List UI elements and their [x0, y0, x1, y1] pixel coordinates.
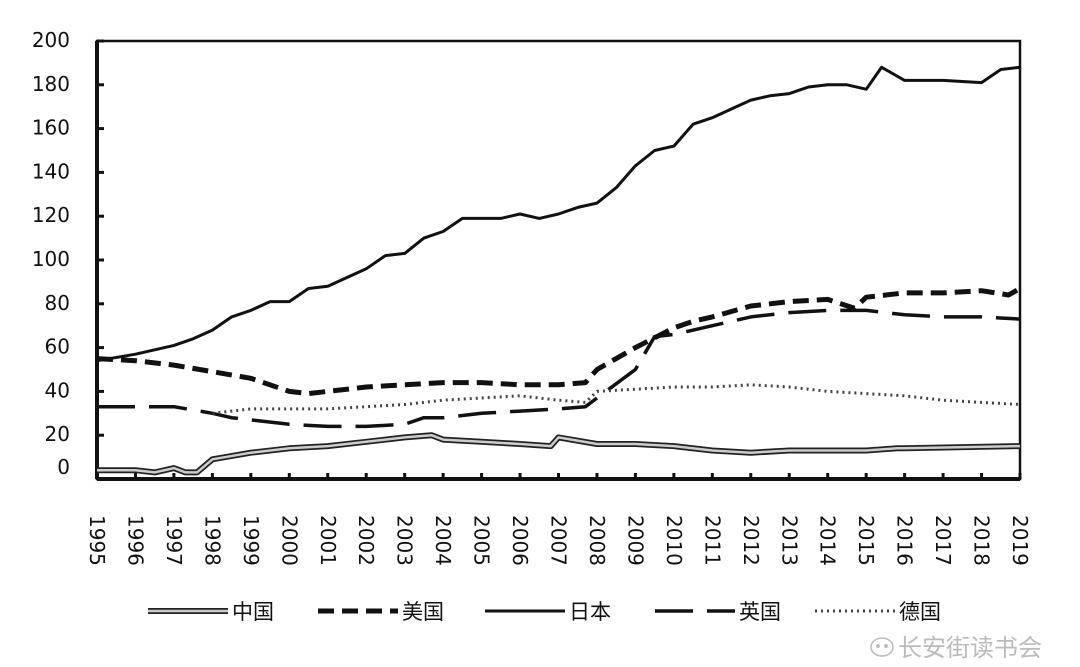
legend-label: 英国 — [739, 600, 781, 624]
x-tick-label: 2014 — [816, 515, 840, 566]
y-tick-label: 120 — [32, 203, 70, 227]
series-line-short-dash — [96, 286, 1022, 397]
x-tick-label: 2012 — [739, 515, 763, 566]
x-tick-label: 2011 — [700, 515, 724, 566]
plot-frame — [95, 39, 1022, 481]
x-tick-label: 2003 — [393, 515, 417, 566]
y-tick-label: 0 — [57, 455, 70, 479]
x-tick-label: 2019 — [1008, 515, 1032, 566]
x-tick-label: 2004 — [431, 515, 455, 566]
x-tick-label: 2002 — [354, 515, 378, 566]
x-tick-label: 2013 — [777, 515, 801, 566]
x-tick-label: 2006 — [508, 515, 532, 566]
y-tick-label: 200 — [32, 28, 70, 52]
x-tick-label: 2007 — [547, 515, 571, 566]
x-tick-label: 2000 — [277, 515, 301, 566]
x-tick-label: 1998 — [200, 515, 224, 566]
x-tick-label: 2015 — [854, 515, 878, 566]
y-tick-label: 20 — [45, 422, 70, 446]
x-tick-label: 2001 — [316, 515, 340, 566]
y-tick-label: 160 — [32, 116, 70, 140]
x-tick-label: 1996 — [123, 515, 147, 566]
y-tick-label: 40 — [45, 378, 70, 402]
y-tick-label: 80 — [45, 291, 70, 315]
series-line-long-dash — [97, 308, 1021, 429]
x-tick-label: 2016 — [893, 515, 917, 566]
x-tick-label: 2017 — [931, 515, 955, 566]
x-tick-label: 2005 — [470, 515, 494, 566]
x-tick-label: 1997 — [162, 515, 186, 566]
watermark-text: 长安街读书会 — [898, 634, 1042, 662]
series-line-double — [97, 432, 1021, 476]
x-tick-label: 2018 — [970, 515, 994, 566]
series-lines — [96, 65, 1022, 476]
x-tick-label: 1999 — [239, 515, 263, 566]
legend-label: 美国 — [402, 600, 444, 624]
axes: 0 20 40 60 80 100 120 140 160 180 200 1995 1996 1997 1… — [32, 28, 1032, 566]
legend-label: 德国 — [899, 600, 941, 624]
series-line-solid — [96, 65, 1021, 363]
x-tick-label: 1995 — [85, 515, 109, 566]
y-tick-label: 100 — [32, 247, 70, 271]
x-tick-label: 2008 — [585, 515, 609, 566]
series-line-dotted — [212, 383, 1021, 415]
wechat-icon — [870, 637, 894, 657]
y-tick-label: 60 — [45, 335, 70, 359]
legend-label: 中国 — [232, 600, 274, 624]
watermark: 长安街读书会 — [870, 634, 1042, 662]
legend-label: 日本 — [569, 600, 611, 624]
x-tick-label: 2010 — [662, 515, 686, 566]
series-line-double — [97, 433, 1021, 474]
x-tick-label: 2009 — [623, 515, 647, 566]
y-tick-label: 180 — [32, 72, 70, 96]
legend: 中国 美国 日本 英国 德国 — [148, 600, 941, 624]
y-tick-label: 140 — [32, 159, 70, 183]
